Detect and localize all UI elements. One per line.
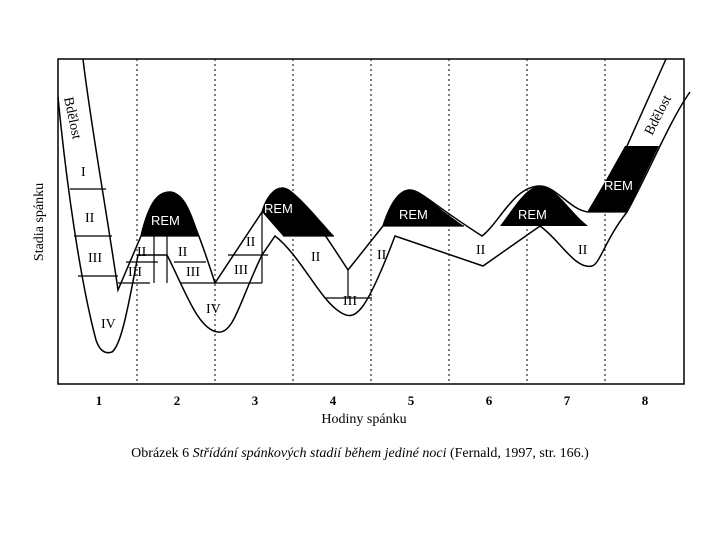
y-axis-label: Stadia spánku <box>32 183 47 261</box>
x-tick-label: 8 <box>642 393 649 408</box>
rem-label: REM <box>604 178 633 193</box>
stage-label: IV <box>101 317 116 332</box>
x-ticks: 1 2 3 4 5 6 7 8 <box>96 393 649 408</box>
stage-label: III <box>234 263 248 278</box>
rem-block <box>500 186 588 226</box>
stage-label: III <box>343 294 357 309</box>
rem-regions <box>141 146 659 236</box>
stage-label: II <box>246 235 256 250</box>
rem-block <box>588 146 659 212</box>
rem-label: REM <box>518 207 547 222</box>
figure-caption: Obrázek 6 Střídání spánkových stadií běh… <box>0 446 720 462</box>
x-tick-label: 1 <box>96 393 103 408</box>
x-tick-label: 3 <box>252 393 259 408</box>
stage-label: II <box>377 248 387 263</box>
stage-label: II <box>311 250 321 265</box>
stage-label: IV <box>206 302 221 317</box>
x-tick-label: 7 <box>564 393 571 408</box>
sleep-band <box>57 58 691 354</box>
stage-label: II <box>578 243 588 258</box>
caption-source: (Fernald, 1997, str. 166.) <box>446 446 589 461</box>
rem-labels: REM REM REM REM REM <box>151 178 633 228</box>
hour-dividers <box>136 59 606 384</box>
band-upper-edge <box>82 58 667 293</box>
stage-label: II <box>178 245 188 260</box>
x-tick-label: 6 <box>486 393 493 408</box>
rem-label: REM <box>399 207 428 222</box>
x-tick-label: 4 <box>330 393 337 408</box>
x-axis-label: Hodiny spánku <box>321 412 406 427</box>
stage-label: III <box>128 265 142 280</box>
rem-block <box>383 190 464 226</box>
stage-label: III <box>186 265 200 280</box>
stage-label: II <box>137 245 147 260</box>
caption-prefix: Obrázek 6 <box>131 446 193 461</box>
stage-label: II <box>85 211 95 226</box>
caption-title: Střídání spánkových stadií během jediné … <box>192 446 447 461</box>
rem-label: REM <box>264 201 293 216</box>
x-tick-label: 5 <box>408 393 415 408</box>
x-tick-label: 2 <box>174 393 181 408</box>
band-lower-edge <box>57 91 691 354</box>
stage-label: III <box>88 251 102 266</box>
stage-label: I <box>81 165 86 180</box>
stage-separators <box>70 188 627 299</box>
stage-label: II <box>476 243 486 258</box>
rem-block <box>262 188 334 236</box>
awake-label: Bdělost <box>60 96 84 141</box>
rem-label: REM <box>151 213 180 228</box>
